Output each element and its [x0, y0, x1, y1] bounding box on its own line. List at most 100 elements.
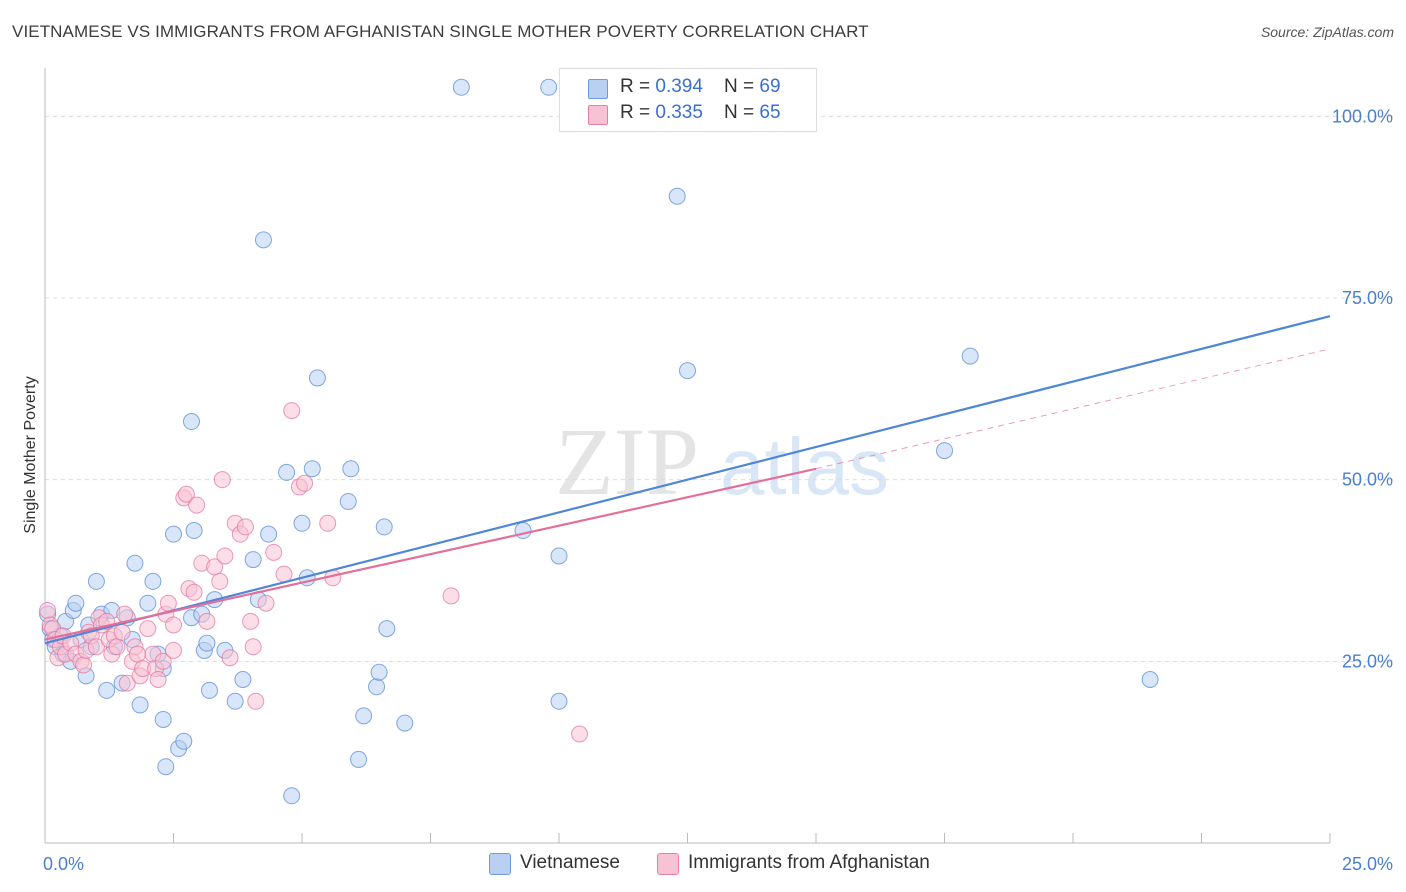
data-point: [113, 623, 131, 641]
legend-swatch-afghanistan: [588, 105, 608, 125]
axes: [44, 68, 1331, 844]
data-point: [257, 594, 275, 612]
data-point: [87, 572, 105, 590]
legend-r-value: 0.394: [655, 76, 703, 97]
bottom-legend-swatch-afghanistan: [657, 853, 679, 875]
data-point: [679, 362, 696, 380]
data-point: [293, 514, 311, 532]
data-point: [278, 463, 296, 481]
data-point: [211, 572, 229, 590]
data-point: [303, 460, 321, 478]
x-tick-label: 25.0%: [1342, 854, 1393, 874]
gridlines: [45, 115, 1395, 662]
legend-swatch-vietnamese: [588, 79, 608, 99]
data-point: [283, 402, 301, 420]
data-point: [375, 518, 393, 536]
data-point: [308, 369, 326, 387]
chart-title: VIETNAMESE VS IMMIGRANTS FROM AFGHANISTA…: [12, 22, 869, 41]
legend-row-afghanistan: R = 0.335 N = 65: [620, 102, 781, 124]
legend-n-value: 65: [759, 102, 781, 123]
data-point: [39, 601, 57, 619]
data-point: [1141, 671, 1159, 688]
legend-n-label: N =: [724, 76, 760, 97]
y-tick-labels: 25.0% 50.0% 75.0% 100.0%: [1332, 106, 1393, 671]
data-point: [226, 692, 244, 710]
data-point: [159, 594, 177, 612]
data-point: [198, 634, 216, 652]
data-point: [244, 638, 262, 656]
data-point: [139, 620, 157, 638]
data-point: [87, 638, 105, 656]
data-point: [131, 696, 149, 714]
y-tick-label: 100.0%: [1332, 106, 1393, 126]
data-point: [339, 492, 357, 510]
data-point: [234, 671, 252, 688]
data-point: [244, 551, 262, 569]
data-point: [108, 638, 126, 656]
correlation-legend: R = 0.394 N = 69 R = 0.335 N = 65: [559, 68, 817, 132]
data-point: [236, 518, 254, 536]
data-point: [283, 787, 301, 805]
data-point: [129, 645, 147, 663]
data-point: [342, 460, 360, 478]
data-point: [198, 612, 216, 630]
series-vietnamese-points: [39, 78, 1159, 805]
x-tick-labels: 0.0% 25.0%: [43, 854, 1393, 874]
y-axis-label: Single Mother Poverty: [22, 376, 39, 533]
data-point: [175, 732, 193, 750]
data-point: [157, 758, 175, 776]
data-point: [185, 522, 203, 540]
legend-r-value: 0.335: [655, 102, 703, 123]
data-point: [396, 714, 414, 732]
legend-r-label: R =: [620, 76, 656, 97]
data-point: [118, 674, 136, 692]
bottom-legend-swatch-vietnamese: [489, 853, 511, 875]
y-tick-label: 25.0%: [1342, 651, 1393, 671]
data-point: [98, 681, 116, 699]
data-point: [550, 547, 568, 565]
data-point: [350, 750, 368, 768]
y-tick-label: 50.0%: [1342, 470, 1393, 490]
legend-n-value: 69: [759, 76, 781, 97]
data-point: [144, 572, 162, 590]
data-point: [182, 413, 200, 431]
watermark-zip: ZIP: [555, 408, 699, 515]
data-point: [165, 525, 182, 543]
legend-row-vietnamese: R = 0.394 N = 69: [620, 76, 781, 98]
data-point: [571, 725, 589, 743]
data-point: [139, 594, 157, 612]
data-point: [188, 496, 206, 514]
data-point: [961, 347, 979, 365]
data-point: [370, 663, 388, 681]
legend-n-label: N =: [724, 102, 760, 123]
data-point: [247, 692, 265, 710]
data-point: [67, 594, 85, 612]
data-point: [216, 547, 234, 565]
data-point: [265, 543, 283, 561]
data-point: [154, 710, 172, 728]
watermark-atlas: atlas: [720, 422, 889, 511]
data-point: [165, 616, 182, 634]
data-point: [165, 641, 182, 659]
y-tick-label: 75.0%: [1342, 288, 1393, 308]
data-point: [514, 522, 532, 540]
data-point: [550, 692, 568, 710]
trend-line-extension: [815, 348, 1331, 470]
data-point: [149, 671, 167, 688]
bottom-legend-vietnamese: Vietnamese: [520, 852, 620, 873]
data-point: [213, 471, 231, 489]
bottom-legend-afghanistan: Immigrants from Afghanistan: [688, 852, 930, 873]
x-tick-label: 0.0%: [43, 854, 84, 874]
data-point: [275, 565, 293, 583]
data-point: [936, 442, 953, 460]
trend-lines: [44, 315, 1331, 645]
data-point: [442, 587, 460, 605]
data-point: [452, 78, 470, 96]
data-point: [540, 78, 558, 96]
trend-line-vietnamese: [44, 315, 1331, 645]
data-point: [668, 187, 686, 205]
chart-source: Source: ZipAtlas.com: [1260, 24, 1394, 40]
trend-line-afghanistan: [44, 467, 817, 641]
data-point: [242, 612, 260, 630]
